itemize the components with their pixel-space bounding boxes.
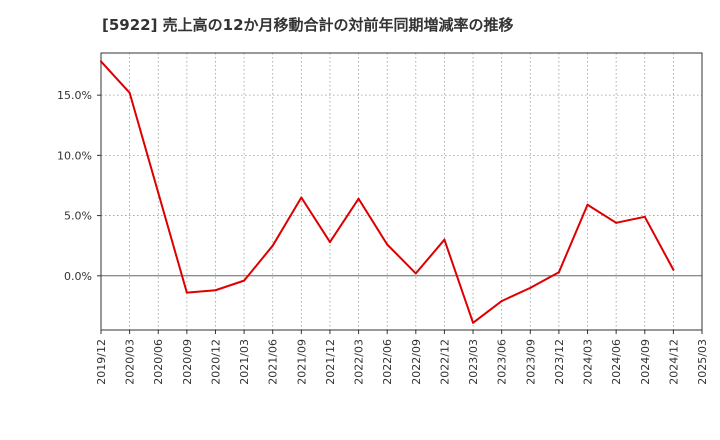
y-tick-labels: 0.0% 5.0% 10.0% 15.0%: [57, 89, 92, 283]
x-tick-label: 2022/09: [410, 339, 423, 385]
x-tick-label: 2021/06: [267, 339, 280, 385]
x-tick-label: 2025/03: [696, 339, 709, 385]
x-tick-labels: 2019/12 2020/03 2020/06 2020/09 2020/12 2021/…: [95, 339, 709, 385]
x-tick-label: 2023/09: [524, 339, 537, 385]
x-tick-label: 2020/12: [209, 339, 222, 385]
x-tick-label: 2019/12: [95, 339, 108, 385]
series-line: [100, 60, 675, 324]
x-tick-label: 2023/03: [467, 339, 480, 385]
x-tick-label: 2020/09: [181, 339, 194, 385]
grid-lines: [100, 53, 703, 330]
data-point: [443, 238, 446, 241]
y-tick-label: 0.0%: [64, 270, 92, 283]
x-tick-label: 2021/03: [238, 339, 251, 385]
series-layer: [100, 60, 675, 324]
data-point: [243, 279, 246, 282]
x-tick-label: 2024/03: [582, 339, 595, 385]
data-point: [529, 286, 532, 289]
data-point: [157, 191, 160, 194]
x-tick-label: 2020/03: [124, 339, 137, 385]
x-tick-label: 2024/09: [639, 339, 652, 385]
data-point: [643, 215, 646, 218]
data-point: [328, 241, 331, 244]
axes: [97, 52, 703, 334]
plot-frame: [100, 52, 703, 331]
data-point: [271, 244, 274, 247]
data-point: [386, 243, 389, 246]
data-point: [672, 268, 675, 271]
x-tick-label: 2024/06: [610, 339, 623, 385]
data-point: [128, 91, 131, 94]
data-point: [214, 289, 217, 292]
x-tick-label: 2023/12: [553, 339, 566, 385]
data-point: [557, 271, 560, 274]
data-point: [100, 60, 102, 63]
x-tick-label: 2022/12: [438, 339, 451, 385]
data-point: [300, 196, 303, 199]
y-tick-label: 15.0%: [57, 89, 92, 102]
data-point: [185, 291, 188, 294]
x-tick-label: 2022/06: [381, 339, 394, 385]
x-tick-label: 2024/12: [667, 339, 680, 385]
x-tick-label: 2020/06: [152, 339, 165, 385]
x-tick-label: 2022/03: [353, 339, 366, 385]
y-tick-label: 5.0%: [64, 210, 92, 223]
data-point: [500, 300, 503, 303]
y-tick-label: 10.0%: [57, 149, 92, 162]
data-point: [472, 321, 475, 324]
data-point: [357, 197, 360, 200]
data-point: [414, 272, 417, 275]
x-tick-label: 2023/06: [496, 339, 509, 385]
data-point: [615, 221, 618, 224]
data-point: [586, 203, 589, 206]
x-tick-label: 2021/12: [324, 339, 337, 385]
x-tick-label: 2021/09: [295, 339, 308, 385]
chart-title: [5922] 売上高の12か月移動合計の対前年同期増減率の推移: [102, 16, 514, 34]
